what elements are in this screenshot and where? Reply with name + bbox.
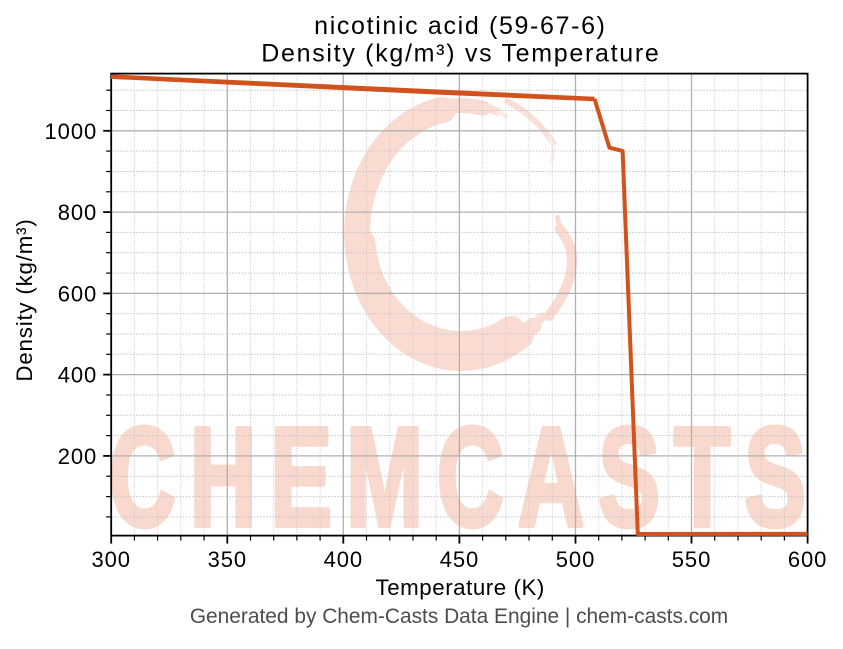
svg-text:600: 600 (788, 547, 827, 572)
svg-text:350: 350 (208, 547, 247, 572)
svg-text:450: 450 (440, 547, 479, 572)
svg-text:Generated by Chem-Casts Data E: Generated by Chem-Casts Data Engine | ch… (190, 605, 728, 628)
svg-text:Temperature (K): Temperature (K) (376, 575, 545, 600)
svg-text:400: 400 (58, 363, 97, 388)
svg-text:Density (kg/m³): Density (kg/m³) (12, 218, 37, 381)
svg-text:550: 550 (672, 547, 711, 572)
svg-text:Density (kg/m³) vs Temperature: Density (kg/m³) vs Temperature (261, 39, 660, 67)
svg-text:600: 600 (58, 281, 97, 306)
svg-text:1000: 1000 (45, 119, 98, 144)
svg-text:400: 400 (324, 547, 363, 572)
svg-text:500: 500 (556, 547, 595, 572)
svg-text:300: 300 (91, 547, 130, 572)
svg-text:200: 200 (58, 444, 97, 469)
svg-text:800: 800 (58, 200, 97, 225)
svg-text:nicotinic acid (59-67-6): nicotinic acid (59-67-6) (314, 12, 607, 40)
